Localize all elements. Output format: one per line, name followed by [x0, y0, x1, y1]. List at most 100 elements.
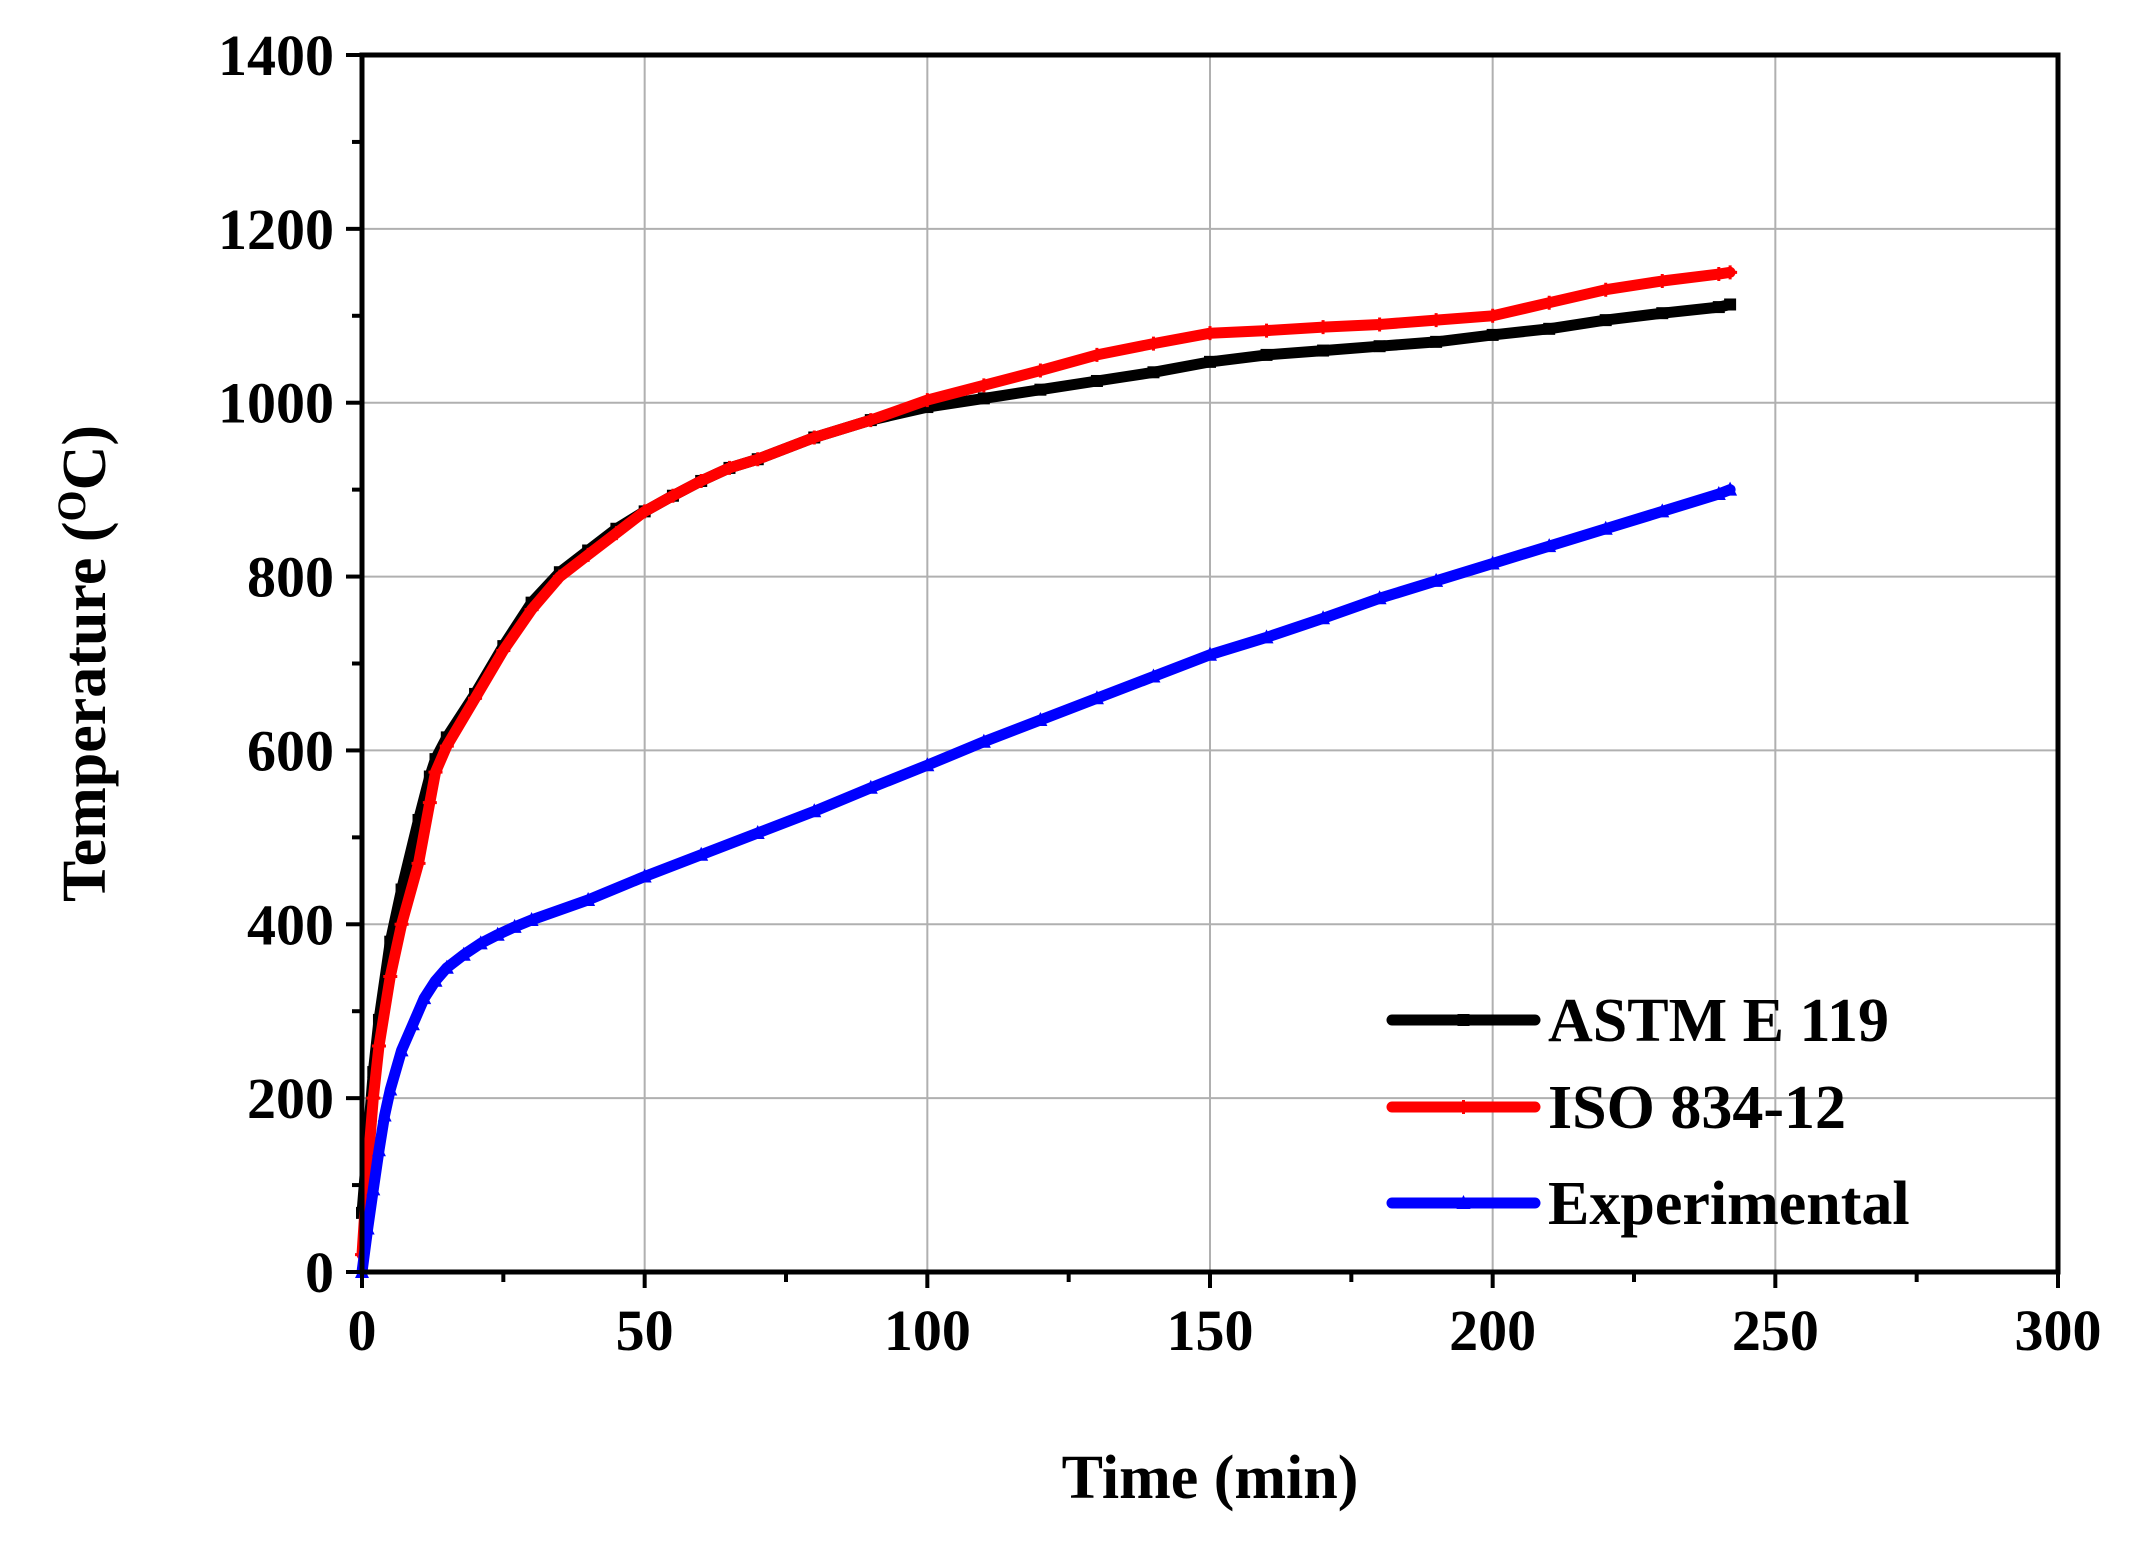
data-point-experimental [1711, 485, 1726, 500]
data-point-iso-834-12 [694, 473, 709, 488]
axis-ticks [346, 53, 2060, 1288]
data-point-astm-e-119 [1656, 307, 1669, 320]
x-axis-title: Time (min) [1062, 1444, 1359, 1512]
data-point-astm-e-119 [1090, 374, 1103, 387]
data-point-astm-e-119 [1260, 348, 1273, 361]
data-point-iso-834-12 [920, 393, 935, 408]
data-point-experimental [1598, 520, 1613, 535]
data-point-iso-834-12 [807, 430, 822, 445]
data-point-astm-e-119 [1317, 344, 1330, 357]
data-point-astm-e-119 [1373, 340, 1386, 353]
data-point-iso-834-12 [524, 602, 539, 617]
data-point-iso-834-12 [750, 452, 765, 467]
y-tick-label: 1200 [218, 197, 334, 262]
series-iso-834-12 [355, 265, 1738, 1262]
data-point-iso-834-12 [1316, 320, 1331, 335]
data-point-experimental [439, 959, 454, 974]
data-point-experimental [1089, 690, 1104, 705]
x-tick-label: 250 [1732, 1298, 1819, 1363]
data-point-iso-834-12 [1485, 308, 1500, 323]
y-tick-label: 400 [247, 892, 334, 957]
data-point-experimental [1723, 481, 1738, 496]
x-tick-label: 50 [616, 1298, 674, 1363]
data-point-iso-834-12 [1542, 295, 1557, 310]
y-tick-label: 600 [247, 718, 334, 783]
data-point-experimental [1542, 538, 1557, 553]
data-point-iso-834-12 [665, 488, 680, 503]
y-axis-title-superscript: O [49, 490, 94, 521]
y-tick-label: 1400 [218, 23, 334, 88]
data-point-experimental [394, 1042, 409, 1057]
data-point-iso-834-12 [1372, 317, 1387, 332]
data-point-iso-834-12 [1598, 282, 1613, 297]
data-point-iso-834-12 [863, 413, 878, 428]
data-point-astm-e-119 [977, 392, 990, 405]
data-point-iso-834-12 [439, 739, 454, 754]
data-point-iso-834-12 [1429, 313, 1444, 328]
data-point-experimental [383, 1081, 398, 1096]
legend-marker-astm-e-119 [1457, 1014, 1470, 1026]
legend-marker-iso-834-12 [1456, 1100, 1471, 1114]
legend-marker-experimental [1456, 1195, 1471, 1209]
data-point-iso-834-12 [1655, 274, 1670, 289]
y-tick-label: 0 [305, 1240, 334, 1305]
y-tick-label: 1000 [218, 371, 334, 436]
x-tick-label: 100 [884, 1298, 971, 1363]
data-point-iso-834-12 [581, 547, 596, 562]
data-point-experimental [417, 990, 432, 1005]
data-point-experimental [1372, 590, 1387, 605]
data-point-iso-834-12 [366, 1091, 381, 1106]
data-point-astm-e-119 [1486, 328, 1499, 341]
data-point-iso-834-12 [1711, 267, 1726, 282]
data-point-experimental [1259, 629, 1274, 644]
data-point-iso-834-12 [552, 569, 567, 584]
data-point-experimental [807, 803, 822, 818]
data-point-experimental [473, 935, 488, 950]
data-point-iso-834-12 [428, 765, 443, 780]
data-point-experimental [863, 779, 878, 794]
data-point-iso-834-12 [1259, 323, 1274, 338]
legend: ASTM E 119 ISO 834-12 Experimental [1386, 987, 1910, 1238]
x-tick-label: 200 [1449, 1298, 1536, 1363]
series-group [355, 265, 1738, 1278]
data-point-astm-e-119 [1724, 298, 1737, 311]
legend-item-iso-834-12: ISO 834-12 [1386, 1074, 1846, 1142]
data-point-experimental [405, 1016, 420, 1031]
x-tick-label: 0 [348, 1298, 377, 1363]
data-point-iso-834-12 [1089, 347, 1104, 362]
data-point-experimental [694, 846, 709, 861]
data-point-iso-834-12 [371, 1038, 386, 1053]
data-point-astm-e-119 [1712, 301, 1725, 314]
data-point-iso-834-12 [1203, 326, 1217, 341]
data-point-iso-834-12 [383, 969, 398, 984]
data-point-experimental [1203, 646, 1217, 661]
data-point-iso-834-12 [722, 460, 737, 475]
data-point-iso-834-12 [976, 378, 991, 393]
data-point-experimental [1655, 503, 1670, 518]
data-point-iso-834-12 [496, 643, 511, 658]
data-point-experimental [377, 1107, 392, 1122]
data-point-iso-834-12 [1723, 265, 1738, 280]
y-tick-label: 800 [247, 545, 334, 610]
y-axis-title-main: Temperature ( [51, 522, 119, 903]
data-point-iso-834-12 [411, 856, 426, 871]
x-tick-label: 300 [2015, 1298, 2102, 1363]
data-point-iso-834-12 [609, 526, 624, 541]
x-tick-label: 150 [1167, 1298, 1254, 1363]
legend-label-iso-834-12: ISO 834-12 [1548, 1074, 1846, 1142]
data-point-experimental [524, 911, 539, 926]
data-point-astm-e-119 [1204, 355, 1216, 368]
data-point-astm-e-119 [1430, 335, 1443, 348]
legend-item-astm-e-119: ASTM E 119 [1386, 987, 1889, 1055]
grid [362, 55, 2058, 1272]
data-point-iso-834-12 [422, 795, 437, 810]
data-point-iso-834-12 [394, 917, 409, 932]
legend-label-astm-e-119: ASTM E 119 [1548, 987, 1889, 1055]
data-point-experimental [428, 972, 443, 987]
data-point-experimental [366, 1181, 381, 1196]
data-point-experimental [920, 757, 935, 772]
data-point-experimental [371, 1142, 386, 1157]
data-point-iso-834-12 [468, 691, 483, 706]
